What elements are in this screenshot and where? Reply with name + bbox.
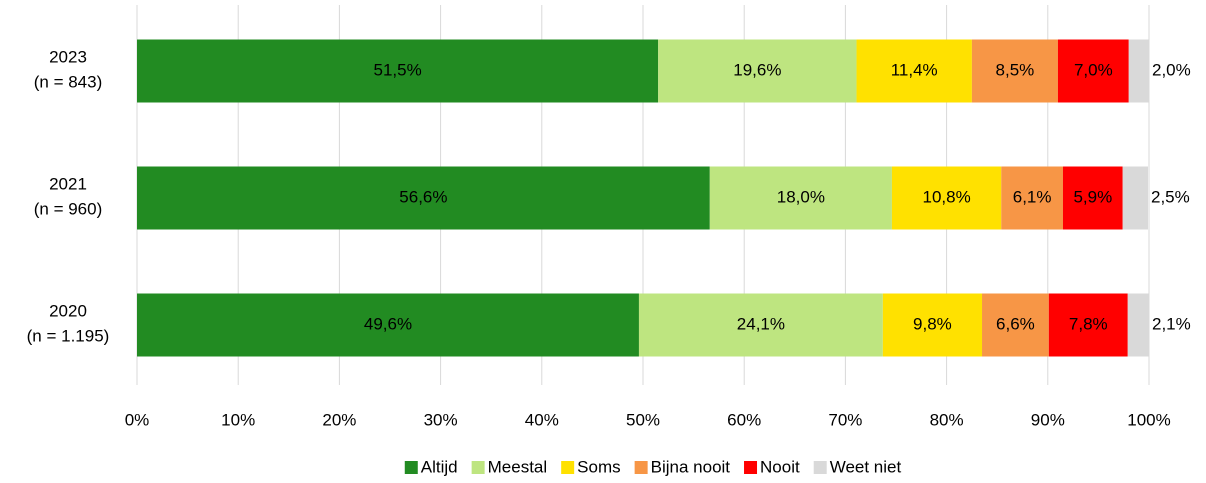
bar-segment: [709, 166, 892, 230]
data-label: 7,0%: [1074, 60, 1113, 79]
data-label: 9,8%: [913, 314, 952, 333]
data-label: 6,1%: [1013, 187, 1052, 206]
x-tick-label: 40%: [525, 410, 559, 429]
y-tick-label: 2021 (n = 960): [34, 175, 103, 219]
legend-label: Weet niet: [830, 457, 902, 476]
x-tick-label: 70%: [828, 410, 862, 429]
x-tick-label: 100%: [1127, 410, 1170, 429]
bar-segment: [1001, 166, 1063, 230]
x-tick-label: 60%: [727, 410, 761, 429]
bar-segment: [638, 293, 883, 357]
bar-segment: [137, 39, 659, 103]
x-tick-label: 30%: [424, 410, 458, 429]
data-label: 7,8%: [1069, 314, 1108, 333]
data-label: 51,5%: [373, 60, 421, 79]
data-label: 10,8%: [922, 187, 970, 206]
data-label: 2,1%: [1152, 314, 1191, 333]
bar-segment: [137, 166, 710, 230]
data-label: 6,6%: [996, 314, 1035, 333]
legend: Altijd Meestal Soms Bijna nooit Nooit Weet ni…: [404, 457, 902, 476]
legend-label: Bijna nooit: [651, 457, 731, 476]
x-tick-label: 80%: [930, 410, 964, 429]
legend-swatch: [813, 461, 827, 474]
legend-swatch: [561, 461, 575, 474]
bar-segment: [882, 293, 983, 357]
data-label: 49,6%: [364, 314, 412, 333]
legend-swatch: [471, 461, 485, 474]
x-tick-label: 20%: [322, 410, 356, 429]
data-label: 8,5%: [996, 60, 1035, 79]
data-label: 11,4%: [891, 60, 938, 79]
legend-swatch: [744, 461, 758, 474]
data-label: 18,0%: [777, 187, 825, 206]
bar-segment: [137, 293, 639, 357]
bar-segment: [1062, 166, 1123, 230]
x-tick-label: 0%: [125, 410, 150, 429]
bar-segment: [658, 39, 857, 103]
legend-label: Nooit: [760, 457, 800, 476]
legend-label: Meestal: [488, 457, 548, 476]
x-tick-label: 50%: [626, 410, 660, 429]
data-label: 56,6%: [399, 187, 447, 206]
bar-segment: [1048, 293, 1128, 357]
data-label: 2,5%: [1151, 187, 1190, 206]
y-tick-label: 2020 (n = 1.195): [27, 302, 110, 346]
data-label: 19,6%: [733, 60, 781, 79]
bar-segment: [971, 39, 1058, 103]
y-tick-label: 2023 (n = 843): [34, 48, 103, 92]
legend-swatch: [404, 461, 418, 474]
legend-swatch: [634, 461, 648, 474]
x-tick-label: 10%: [221, 410, 255, 429]
data-label: 24,1%: [737, 314, 785, 333]
data-label: 5,9%: [1073, 187, 1112, 206]
legend-label: Soms: [577, 457, 620, 476]
bar-segment: [1057, 39, 1129, 103]
legend-label: Altijd: [421, 457, 458, 476]
bar-segment: [891, 166, 1002, 230]
bar-segment: [1128, 39, 1149, 103]
data-label: 2,0%: [1152, 60, 1191, 79]
bar-segment: [1127, 293, 1149, 357]
bar-segment: [1122, 166, 1148, 230]
x-tick-label: 90%: [1031, 410, 1065, 429]
bar-segment: [856, 39, 972, 103]
bar-segment: [982, 293, 1049, 357]
